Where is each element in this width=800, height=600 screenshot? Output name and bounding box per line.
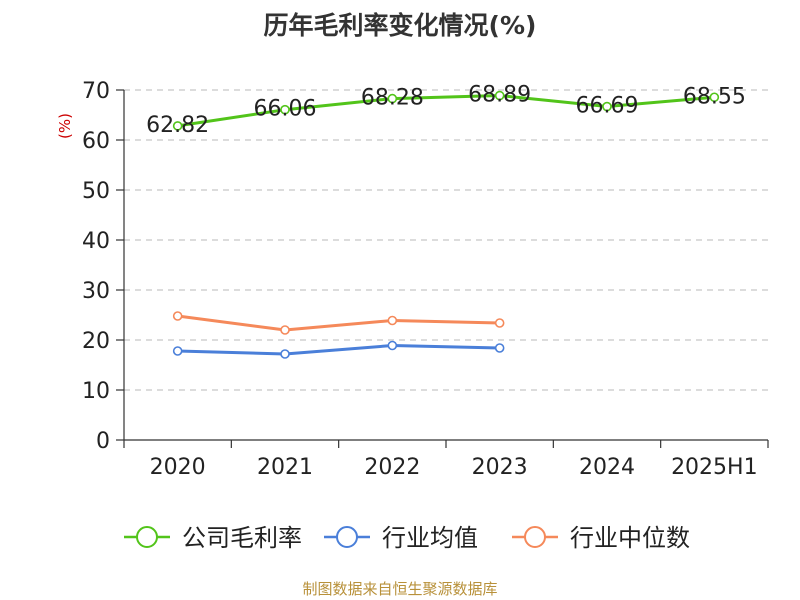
x-tick-label-2025H1: 2025H1: [671, 455, 758, 480]
x-tick-label-2023: 2023: [472, 455, 528, 480]
x-tick-label-2024: 2024: [579, 455, 635, 480]
data-point-2-2021: [280, 325, 290, 335]
legend-item-1[interactable]: 行业均值: [324, 524, 478, 552]
data-point-0-2022: [387, 93, 398, 104]
y-tick-label-70: 70: [82, 79, 110, 104]
series-line-0: [177, 94, 715, 128]
y-tick-label-50: 50: [82, 179, 110, 204]
x-tick-label-2020: 2020: [150, 455, 206, 480]
legend-marker-2: [524, 526, 546, 548]
data-point-0-2024: [602, 101, 612, 112]
data-labels: 62.82 66.06 68.28 68.89 66.69 68.55: [146, 83, 746, 138]
data-point-1-2021: [280, 349, 290, 359]
x-tick-label-2021: 2021: [257, 455, 313, 480]
data-label-2024: 66.69: [576, 94, 639, 119]
data-label-2021: 66.06: [254, 97, 317, 122]
y-tick-label-40: 40: [82, 229, 110, 254]
y-tick-label-10: 10: [82, 379, 110, 404]
data-point-2-2023: [494, 318, 505, 328]
y-axis-label: (%): [56, 113, 74, 139]
legend-label-0: 公司毛利率: [182, 524, 302, 552]
data-point-1-2020: [172, 346, 183, 356]
legend-item-0[interactable]: 公司毛利率: [124, 524, 302, 552]
data-label-2020: 62.82: [146, 113, 209, 138]
source-note: 制图数据来自恒生聚源数据库: [302, 580, 498, 598]
grid-lines: [124, 89, 768, 391]
series-group: [172, 90, 720, 359]
y-tick-label-60: 60: [82, 129, 110, 154]
x-tick-label-2022: 2022: [364, 455, 420, 480]
data-label-2022: 68.28: [361, 86, 424, 111]
data-point-0-2023: [494, 90, 505, 101]
series-line-1: [177, 344, 500, 356]
data-label-2023: 68.89: [468, 83, 531, 108]
y-tick-label-20: 20: [82, 329, 110, 354]
data-point-0-2020: [172, 121, 183, 131]
legend-label-1: 行业均值: [382, 524, 478, 552]
axes: 0 10 20 30 40 50 60 70 2020 2021 2022 2023 2024 2025H…: [82, 79, 769, 480]
data-point-0-2021: [280, 104, 290, 115]
data-point-1-2023: [494, 343, 505, 353]
series-line-2: [177, 314, 500, 332]
legend-marker-0: [136, 526, 158, 548]
legend-marker-1: [336, 526, 358, 548]
data-point-2-2022: [387, 315, 398, 326]
data-point-2-2020: [172, 311, 183, 321]
legend-label-2: 行业中位数: [570, 524, 690, 552]
y-tick-label-0: 0: [96, 429, 110, 454]
legend-item-2[interactable]: 行业中位数: [512, 524, 690, 552]
data-point-1-2022: [387, 340, 398, 351]
data-label-2025H1: 68.55: [683, 84, 746, 109]
legend[interactable]: 公司毛利率 行业均值 行业中位数: [124, 524, 690, 552]
chart-title: 历年毛利率变化情况(%): [263, 11, 537, 40]
data-point-0-2025H1: [709, 92, 720, 103]
y-tick-label-30: 30: [82, 279, 110, 304]
